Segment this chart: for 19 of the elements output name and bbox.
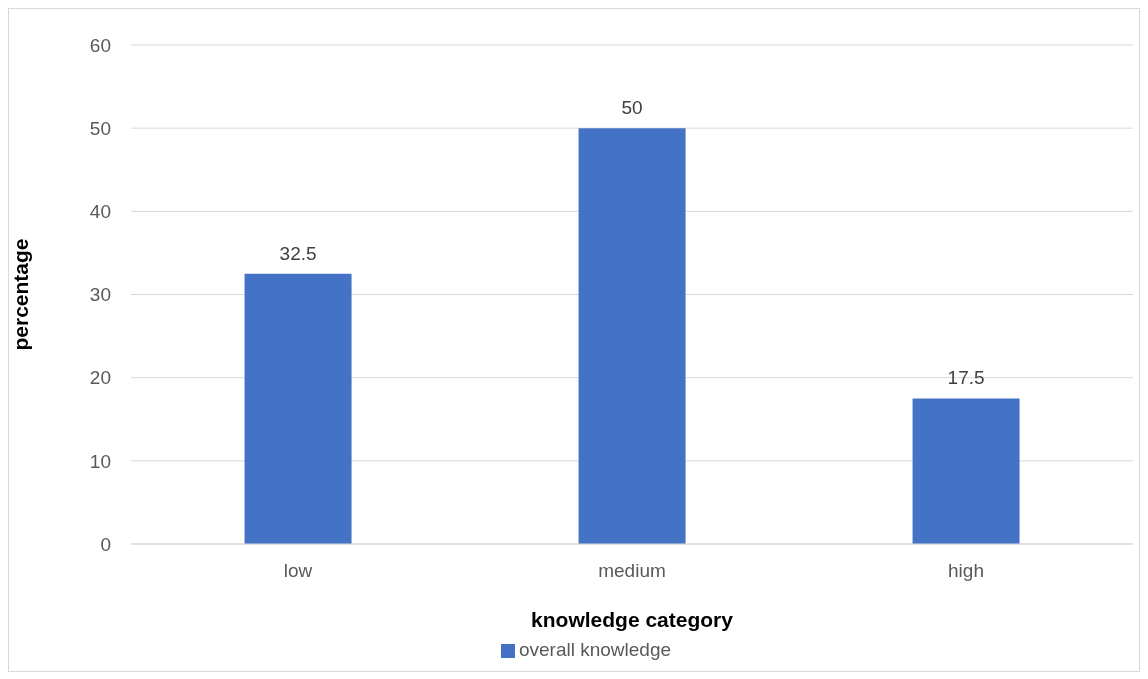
data-label: 50 xyxy=(621,97,643,119)
bar xyxy=(244,273,352,544)
y-tick-label: 50 xyxy=(89,117,111,139)
y-tick-label: 40 xyxy=(89,201,111,223)
y-tick-label: 60 xyxy=(89,34,111,56)
data-label: 32.5 xyxy=(279,242,317,264)
y-tick-label: 0 xyxy=(100,533,111,555)
data-label: 17.5 xyxy=(947,367,985,389)
x-tick-label: medium xyxy=(598,560,666,582)
y-tick-label: 20 xyxy=(89,367,111,389)
x-tick-label: low xyxy=(283,560,313,582)
bar xyxy=(912,398,1020,544)
x-axis-title: knowledge category xyxy=(531,608,734,631)
y-axis-title: percentage xyxy=(9,238,33,351)
y-tick-label: 10 xyxy=(89,450,111,472)
bar xyxy=(578,128,686,544)
y-tick-label: 30 xyxy=(89,284,111,306)
x-tick-label: high xyxy=(948,560,984,582)
legend-label: overall knowledge xyxy=(518,639,672,660)
